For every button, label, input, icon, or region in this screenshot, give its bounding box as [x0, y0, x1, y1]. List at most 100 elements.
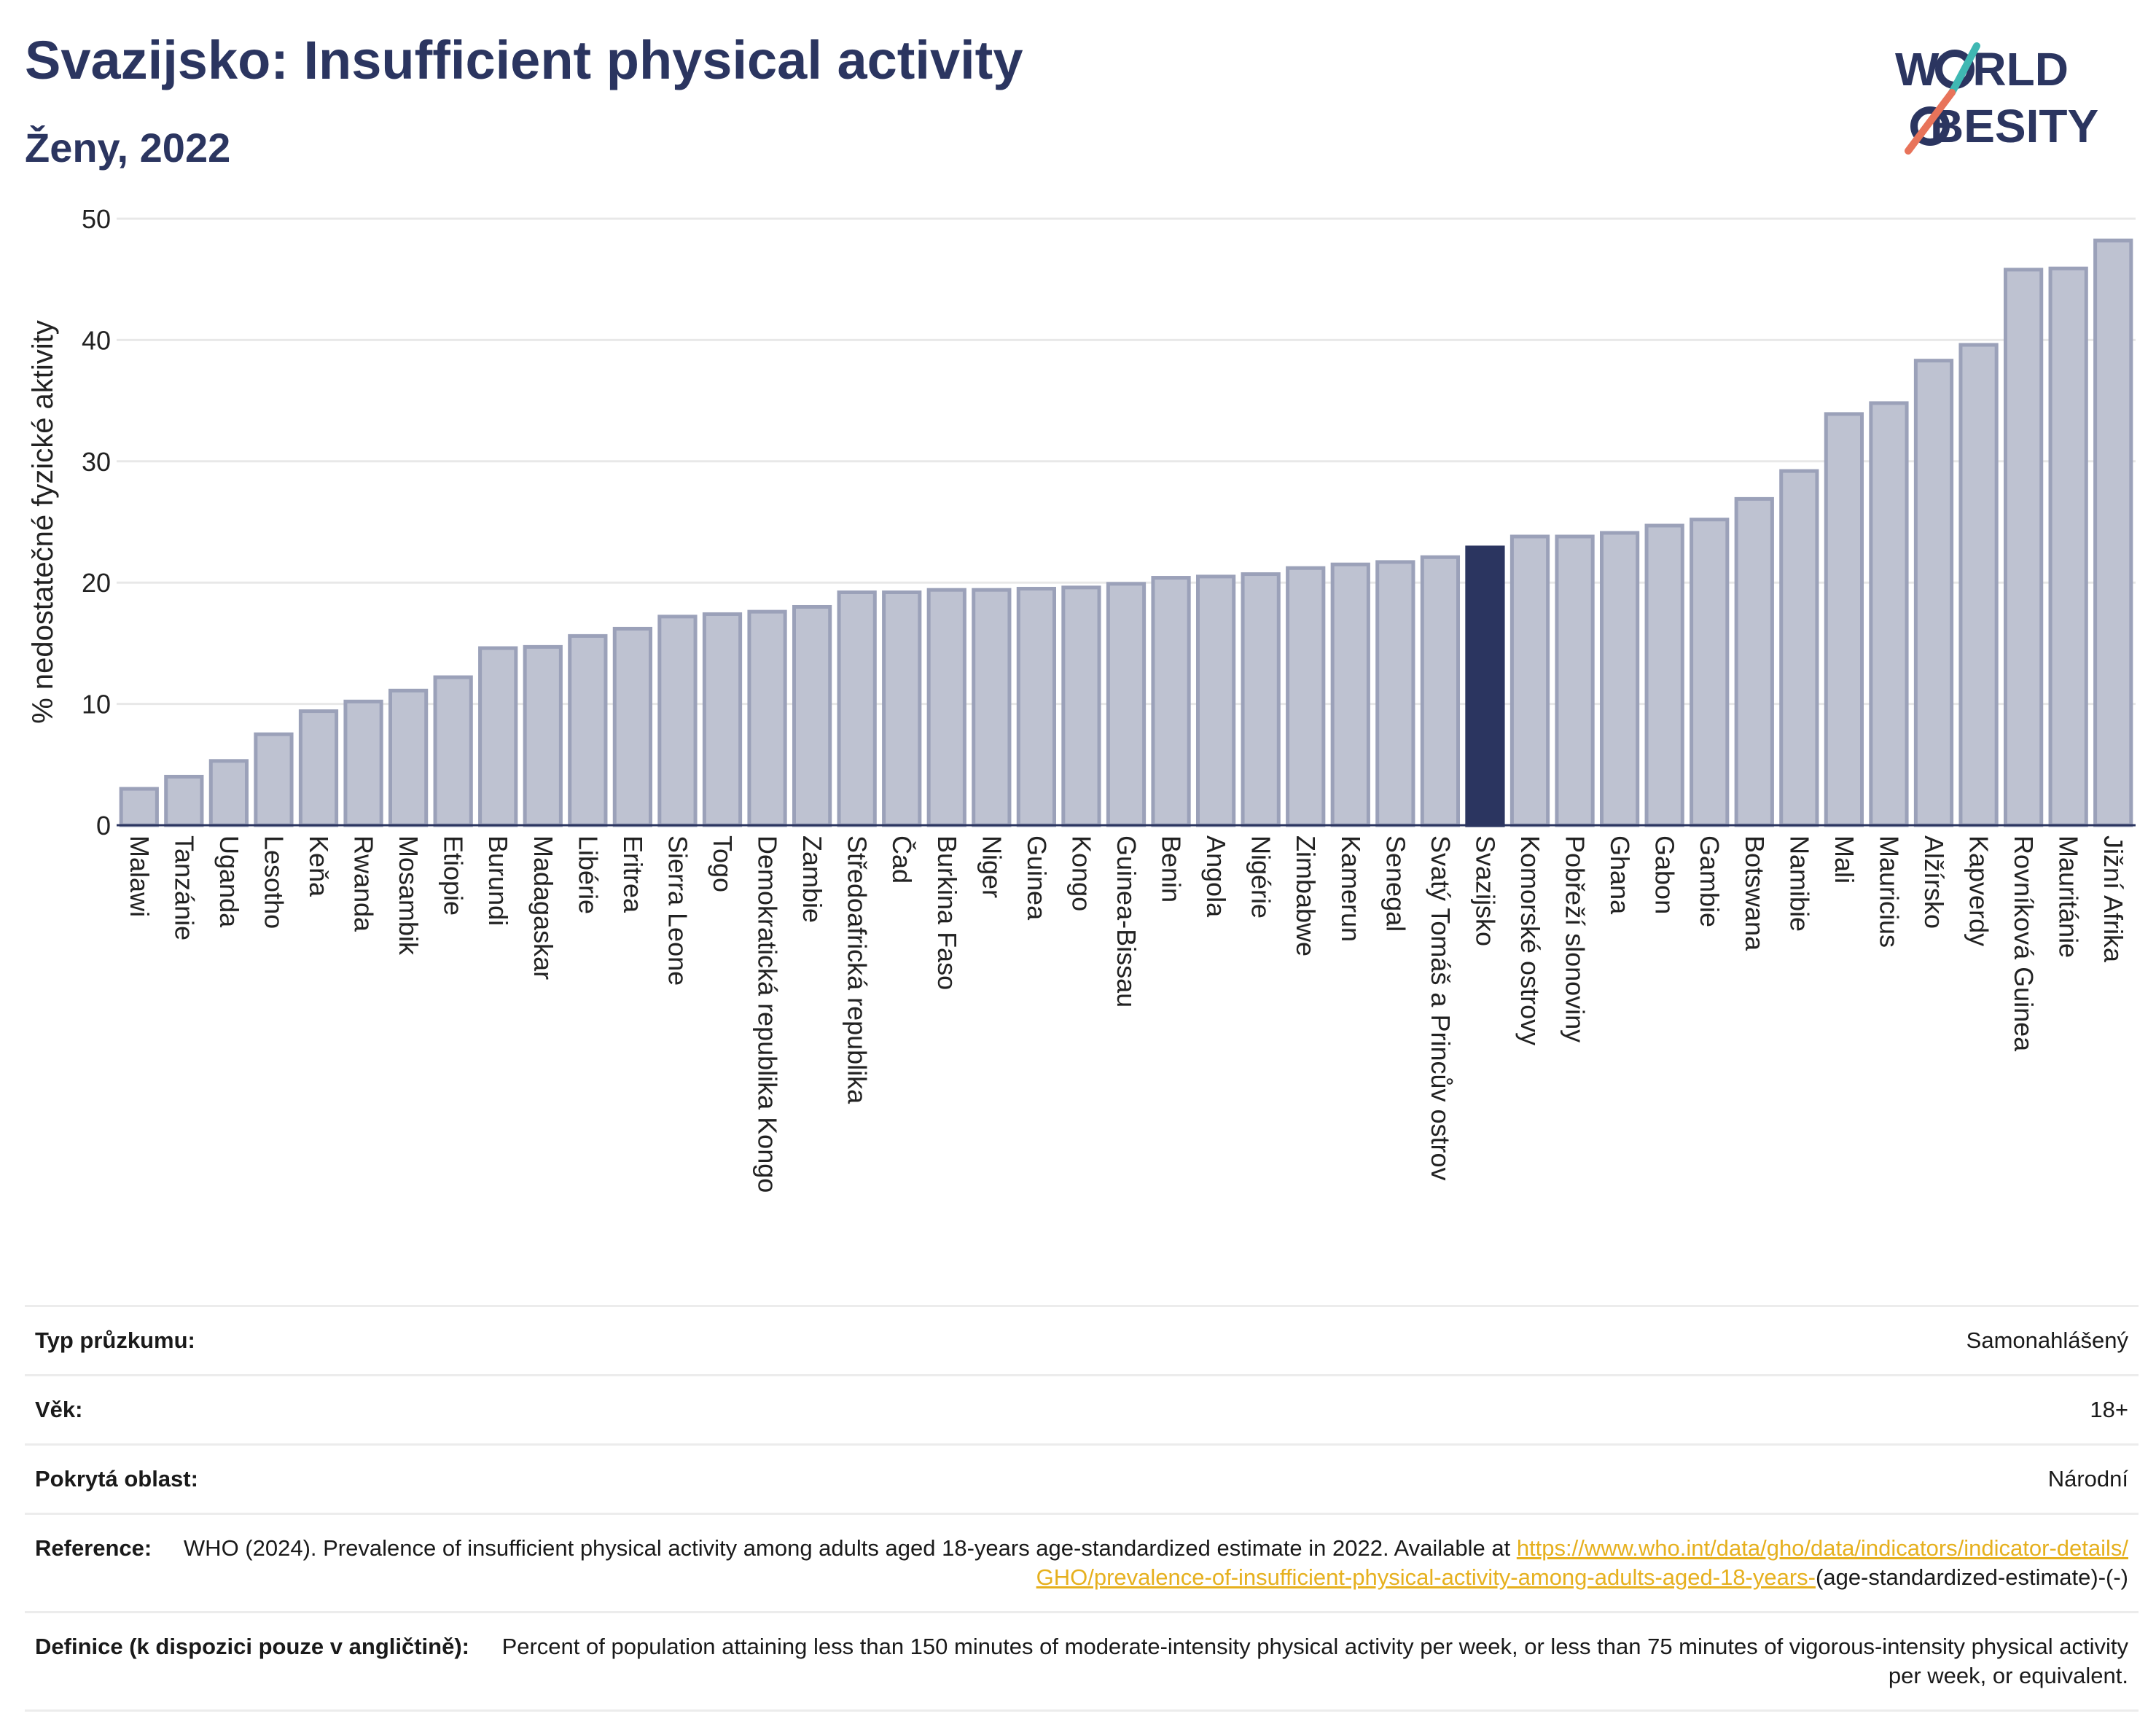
bar-38	[1824, 412, 1864, 827]
bar-21	[1061, 585, 1101, 827]
x-tick-label: Senegal	[1380, 835, 1410, 932]
logo-text-world: W RLD	[1895, 43, 2069, 95]
bar-chart: 0 10 20 30 40 50 Malawi Tanzánie Uganda Lesotho K…	[27, 204, 2136, 1193]
bar-6	[388, 688, 429, 827]
y-tick-label: 20	[82, 568, 111, 598]
y-tick-label: 40	[82, 325, 111, 355]
y-tick-label: 30	[82, 447, 111, 477]
bar-37	[1779, 469, 1819, 827]
bar-1	[164, 774, 204, 827]
x-tick-label: Madagaskar	[528, 835, 558, 980]
x-tick-label: Středoafrická republika	[843, 835, 872, 1104]
meta-value-text: Samonahlášený	[1966, 1327, 2128, 1353]
x-tick-label: Etiopie	[439, 835, 469, 916]
meta-row: Definice (k dispozici pouze v angličtině…	[25, 1611, 2139, 1712]
bar-2	[208, 759, 249, 827]
meta-label: Pokrytá oblast:	[35, 1466, 198, 1492]
x-tick-label: Kapverdy	[1964, 835, 1994, 946]
bar-17	[882, 590, 922, 827]
bars	[119, 238, 2133, 827]
x-tick-label: Sierra Leone	[663, 835, 692, 986]
x-tick-label: Botswana	[1740, 835, 1770, 951]
meta-value-suffix: (age-standardized-estimate)-(-)	[1816, 1564, 2128, 1590]
logo-text-obesity: BESITY	[1930, 100, 2098, 152]
bar-44	[2093, 238, 2133, 827]
x-tick-label: Benin	[1157, 835, 1187, 902]
bar-16	[837, 590, 877, 827]
bar-30	[1465, 545, 1505, 827]
meta-value: WHO (2024). Prevalence of insufficient p…	[181, 1534, 2128, 1592]
bar-9	[523, 644, 563, 827]
bar-23	[1151, 576, 1191, 827]
y-tick-label: 0	[96, 811, 111, 841]
x-tick-label: Zimbabwe	[1291, 835, 1321, 956]
bar-0	[119, 787, 159, 827]
bar-4	[298, 709, 339, 827]
x-tick-label: Namibie	[1784, 835, 1814, 932]
x-tick-label: Mauritánie	[2054, 835, 2084, 958]
meta-value: Samonahlášený	[1966, 1326, 2128, 1355]
page-subtitle: Ženy, 2022	[25, 125, 231, 171]
bar-7	[433, 675, 473, 827]
y-tick-label: 10	[82, 690, 111, 720]
meta-row: Reference: WHO (2024). Prevalence of insu…	[25, 1513, 2139, 1611]
metadata-table: Typ průzkumu: Samonahlášený Věk: 18+ Pokrytá…	[25, 1305, 2139, 1712]
x-tick-label: Rwanda	[349, 835, 379, 932]
bar-22	[1106, 582, 1147, 827]
bar-5	[343, 699, 383, 827]
meta-row: Typ průzkumu: Samonahlášený	[25, 1305, 2139, 1374]
bar-41	[1958, 343, 1999, 827]
bar-43	[2048, 266, 2088, 827]
bar-29	[1420, 555, 1461, 827]
logo-slash-teal	[1948, 42, 1980, 96]
reference-link[interactable]: https://www.who.int/data/gho/data/indica…	[1036, 1535, 2128, 1590]
meta-label: Definice (k dispozici pouze v angličtině…	[35, 1634, 469, 1659]
page-title: Svazijsko: Insufficient physical activit…	[25, 30, 1023, 90]
meta-value-text: Národní	[2047, 1466, 2128, 1492]
x-tick-label: Alžírsko	[1919, 835, 1949, 929]
meta-label: Reference:	[35, 1535, 152, 1561]
meta-value-text: Percent of population attaining less tha…	[501, 1634, 2128, 1688]
bar-18	[926, 588, 966, 827]
bar-40	[1913, 359, 1954, 827]
x-tick-label: Gabon	[1650, 835, 1680, 914]
x-tick-label: Svazijsko	[1470, 835, 1500, 946]
bar-12	[657, 615, 698, 827]
bar-3	[254, 732, 294, 827]
meta-label: Typ průzkumu:	[35, 1327, 195, 1353]
bar-27	[1330, 562, 1370, 827]
bar-31	[1509, 534, 1550, 827]
x-tick-label: Eritrea	[618, 835, 648, 913]
y-axis-ticks: 0 10 20 30 40 50	[82, 204, 111, 841]
x-tick-label: Mosambik	[394, 835, 423, 956]
x-tick-label: Tanzánie	[169, 835, 199, 940]
x-tick-label: Mauricius	[1874, 835, 1904, 948]
x-tick-label: Kongo	[1066, 835, 1096, 911]
x-tick-label: Libérie	[573, 835, 603, 914]
x-tick-label: Ghana	[1605, 835, 1635, 915]
x-tick-label: Pobřeží slonoviny	[1561, 835, 1590, 1042]
bar-13	[702, 612, 743, 827]
bar-42	[2003, 268, 2044, 827]
bar-34	[1644, 523, 1684, 827]
logo-slash-coral	[1905, 89, 1956, 155]
x-tick-label: Uganda	[214, 835, 244, 928]
logo-o-2	[1910, 106, 1950, 146]
meta-value: Národní	[2048, 1465, 2128, 1494]
x-tick-label: Malawi	[125, 835, 155, 917]
bar-26	[1286, 566, 1326, 827]
x-tick-label: Kamerun	[1336, 835, 1366, 942]
meta-value: Percent of population attaining less tha…	[499, 1632, 2128, 1691]
x-tick-label: Demokratická republika Kongo	[753, 835, 783, 1193]
meta-row: Věk: 18+	[25, 1374, 2139, 1443]
x-tick-label: Burundi	[483, 835, 513, 926]
bar-20	[1016, 587, 1057, 827]
x-tick-label: Nigérie	[1246, 835, 1276, 919]
bar-11	[612, 626, 653, 827]
x-tick-label: Burkina Faso	[932, 835, 962, 990]
x-tick-label: Angola	[1201, 835, 1231, 918]
x-tick-label: Niger	[977, 835, 1007, 898]
meta-value-text: 18+	[2090, 1397, 2128, 1422]
x-tick-label: Guinea-Bissau	[1112, 835, 1141, 1007]
y-tick-label: 50	[82, 204, 111, 234]
